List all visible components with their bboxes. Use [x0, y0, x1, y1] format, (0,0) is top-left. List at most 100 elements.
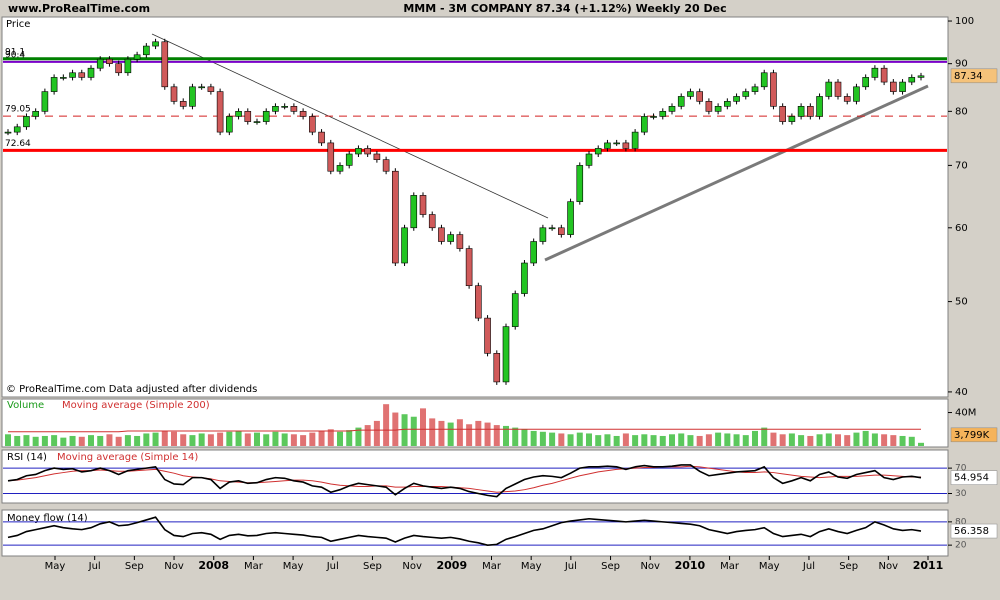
- volume-bar: [798, 435, 805, 446]
- x-tick-label: Mar: [244, 561, 264, 572]
- candle: [779, 106, 786, 122]
- x-tick-label: Jul: [802, 561, 815, 572]
- volume-bar: [364, 425, 371, 446]
- volume-bar: [272, 431, 279, 446]
- candle: [143, 45, 150, 56]
- mfi-panel: [1, 509, 949, 557]
- volume-bar: [871, 433, 878, 446]
- volume-bar: [106, 434, 113, 446]
- volume-bar: [189, 435, 196, 446]
- candle: [189, 86, 196, 107]
- candle: [788, 116, 796, 122]
- candle: [705, 101, 713, 112]
- value-box-label: 87.34: [954, 71, 983, 82]
- volume-bar: [512, 427, 519, 446]
- volume-bar: [226, 431, 233, 446]
- indicator-line: [7, 516, 922, 546]
- volume-bar: [724, 433, 731, 446]
- candle: [309, 116, 316, 133]
- x-tick-label: Nov: [640, 561, 660, 572]
- candle: [834, 81, 842, 97]
- candle: [760, 72, 768, 88]
- volume-bar: [143, 433, 150, 446]
- candle: [170, 86, 178, 102]
- level-label: 90.4: [5, 50, 25, 60]
- x-tick-label: Mar: [720, 561, 740, 572]
- volume-bar: [503, 425, 509, 446]
- candle: [871, 67, 879, 78]
- candle: [392, 170, 399, 264]
- volume-bar: [549, 432, 556, 446]
- volume-bar: [558, 433, 565, 446]
- volume-bar: [373, 420, 380, 446]
- volume-bar: [244, 433, 251, 446]
- volume-bar: [678, 433, 685, 446]
- candle: [373, 153, 381, 160]
- rsi-panel: [1, 449, 949, 504]
- volume-bar: [650, 435, 657, 446]
- volume-bar: [97, 435, 104, 446]
- candle: [419, 195, 427, 215]
- volume-bar: [595, 435, 602, 446]
- volume-bar: [641, 434, 648, 446]
- candle: [511, 293, 519, 327]
- volume-bar: [622, 433, 629, 446]
- candle: [724, 101, 731, 107]
- y-tick-label: 20: [955, 541, 967, 551]
- volume-bar: [475, 420, 482, 446]
- value-box: [950, 470, 998, 485]
- x-tick-label: 2009: [437, 559, 468, 572]
- candle: [742, 91, 750, 97]
- candle: [853, 86, 860, 102]
- candle: [484, 317, 491, 354]
- candle: [668, 106, 676, 112]
- candle: [87, 67, 95, 78]
- volume-bar: [69, 435, 76, 446]
- candle: [843, 96, 851, 102]
- volume-bar: [161, 430, 168, 446]
- candle: [281, 106, 288, 108]
- volume-bar: [152, 432, 159, 446]
- volume-bar: [466, 424, 473, 446]
- candle: [613, 142, 620, 145]
- volume-bar: [899, 435, 906, 446]
- x-tick-label: Sep: [839, 561, 858, 572]
- x-tick-label: Nov: [879, 561, 899, 572]
- y-tick-label: 80: [955, 106, 968, 117]
- value-box-label: 54.954: [954, 473, 989, 484]
- candle: [179, 101, 187, 107]
- volume-bar: [78, 436, 85, 446]
- candle: [41, 91, 49, 112]
- volume-bar: [696, 435, 703, 446]
- volume-bar: [521, 429, 528, 446]
- y-tick-label: 60: [955, 223, 968, 234]
- candle: [530, 241, 537, 264]
- candle: [428, 214, 436, 229]
- volume-bar: [890, 435, 897, 446]
- level-label: 91.1: [5, 47, 25, 57]
- volume-bar: [659, 435, 666, 446]
- site-name: www.ProRealTime.com: [8, 2, 150, 15]
- volume-bar: [134, 435, 141, 446]
- price-panel: [1, 16, 949, 398]
- candle: [687, 91, 694, 97]
- volume-bar: [300, 435, 307, 446]
- volume-bar: [309, 432, 316, 446]
- candle: [401, 227, 408, 264]
- volume-bar: [604, 434, 611, 446]
- candle: [899, 81, 906, 92]
- candle: [447, 234, 454, 242]
- volume-bar: [862, 430, 869, 446]
- y-tick-label: 70: [955, 160, 968, 171]
- volume-bar: [613, 435, 620, 446]
- volume-bar: [337, 431, 343, 446]
- candle: [318, 131, 325, 144]
- candle: [816, 96, 823, 117]
- trendline: [151, 33, 549, 219]
- candle: [152, 41, 159, 47]
- candle: [880, 67, 888, 83]
- candle: [641, 116, 648, 133]
- volume-bar: [853, 432, 860, 446]
- candle: [594, 148, 602, 155]
- x-tick-label: Jul: [564, 561, 577, 572]
